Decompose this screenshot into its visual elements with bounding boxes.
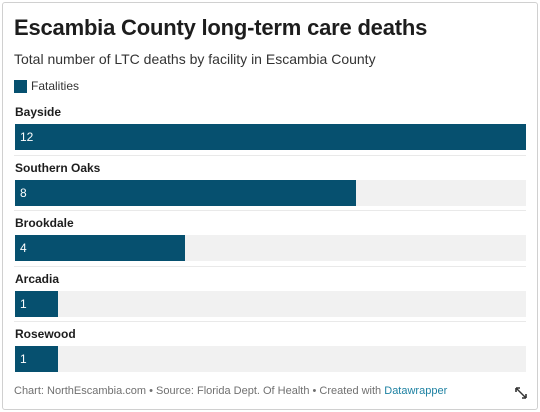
bar-row: Arcadia 1 — [14, 265, 526, 322]
legend-swatch — [14, 79, 27, 93]
bar-track: 1 — [15, 290, 526, 317]
chart-footer: Chart: NorthEscambia.com • Source: Flori… — [14, 385, 447, 397]
bar — [15, 235, 186, 261]
bar-row: Southern Oaks 8 — [14, 154, 526, 211]
bar-value-label: 8 — [20, 185, 27, 200]
bar-label: Brookdale — [15, 216, 74, 230]
datawrapper-link[interactable]: Datawrapper — [384, 385, 448, 397]
bar-track: 12 — [15, 124, 526, 150]
bar-row: Brookdale 4 — [14, 210, 526, 266]
bar-track: 1 — [15, 346, 526, 372]
bar-track: 8 — [15, 179, 526, 206]
bar-chart: Bayside 12 Southern Oaks 8 Brookdale 4 Arcadia… — [14, 100, 526, 377]
bar-track: 4 — [15, 235, 526, 261]
bar-row: Bayside 12 — [14, 100, 526, 155]
footer-credits: Chart: NorthEscambia.com • Source: Flori… — [14, 385, 385, 397]
bar-value-label: 1 — [20, 296, 27, 311]
bar — [15, 346, 58, 372]
bar-label: Rosewood — [15, 327, 76, 341]
expand-icon[interactable] — [515, 387, 527, 399]
bar — [15, 179, 356, 206]
chart-subtitle: Total number of LTC deaths by facility i… — [14, 51, 376, 67]
legend: Fatalities — [14, 79, 79, 93]
chart-title: Escambia County long-term care deaths — [14, 15, 428, 40]
bar — [15, 124, 526, 150]
bar-label: Bayside — [15, 105, 62, 119]
bar-value-label: 12 — [20, 130, 34, 144]
bar-value-label: 4 — [20, 241, 27, 255]
legend-label: Fatalities — [31, 79, 80, 93]
bar-row: Rosewood 1 — [14, 321, 526, 377]
bar-label: Arcadia — [15, 271, 60, 286]
bar-label: Southern Oaks — [15, 160, 101, 175]
bar-value-label: 1 — [20, 352, 27, 366]
bar — [15, 290, 58, 317]
